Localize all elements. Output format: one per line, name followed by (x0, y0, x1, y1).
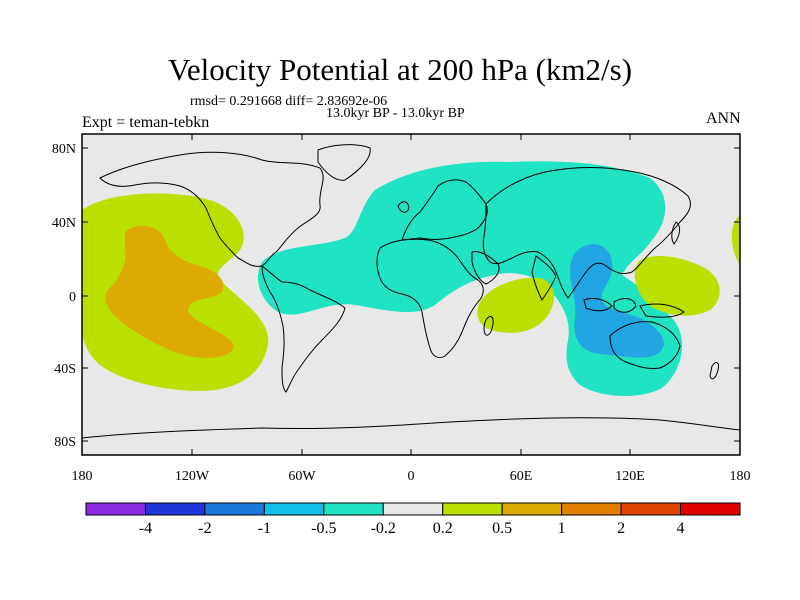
lon-tick-label: 120W (175, 469, 210, 484)
colorbar-label: 2 (617, 520, 625, 537)
lat-tick-label: 0 (69, 290, 76, 305)
contour-region-negative-main (257, 161, 683, 396)
colorbar-label: -1 (258, 520, 271, 537)
colorbar-swatch (263, 502, 325, 516)
colorbar-label: 4 (677, 520, 685, 537)
experiment-label: Expt = teman-tebkn (82, 114, 210, 131)
period-line: 13.0kyr BP - 13.0kyr BP (326, 106, 465, 121)
colorbar-label: 0.2 (433, 520, 453, 537)
coastlines (82, 144, 740, 439)
colorbar-swatch (501, 502, 563, 516)
colorbar-label: -4 (139, 520, 152, 537)
colorbar-swatch (144, 502, 206, 516)
lat-tick-label: 40S (54, 362, 76, 377)
season-label: ANN (706, 110, 741, 127)
lon-tick-label: 180 (730, 469, 751, 484)
lat-tick-label: 40N (52, 216, 76, 231)
lat-tick-label: 80S (54, 435, 76, 450)
colorbar-swatch (85, 502, 146, 516)
colorbar-label: -0.5 (311, 520, 336, 537)
colorbar-swatch (680, 502, 741, 516)
latitude-axis: 80N 40N 0 40S 80S (52, 142, 740, 450)
contour-region-positive-dateline (731, 215, 740, 265)
lon-tick-label: 180 (72, 469, 93, 484)
colorbar-swatch (382, 502, 444, 516)
colorbar-swatch (323, 502, 384, 516)
colorbar-label: -2 (198, 520, 211, 537)
lon-tick-label: 60E (510, 469, 533, 484)
contour-region-positive-pacific-core (105, 225, 234, 358)
lon-tick-label: 0 (408, 469, 415, 484)
lon-tick-label: 60W (288, 469, 316, 484)
contour-region-positive-west-pacific (634, 256, 720, 316)
contour-region-positive-indian (477, 277, 555, 333)
longitude-axis: 180 120W 60W 0 60E 120E 180 (72, 134, 751, 484)
lon-tick-label: 120E (615, 469, 645, 484)
colorbar: -4 -2 -1 -0.5 -0.2 0.2 0.5 1 2 4 (85, 502, 741, 537)
contour-region-negative-core (570, 243, 664, 358)
plot-title: Velocity Potential at 200 hPa (km2/s) (167, 52, 633, 87)
colorbar-swatch (442, 502, 503, 516)
colorbar-label: 0.5 (492, 520, 512, 537)
colorbar-label: 1 (558, 520, 566, 537)
colorbar-swatch (620, 502, 682, 516)
colorbar-label: -0.2 (371, 520, 396, 537)
stats-line: rmsd= 0.291668 diff= 2.83692e-06 (190, 94, 388, 109)
lat-tick-label: 80N (52, 142, 76, 157)
colorbar-swatch (561, 502, 622, 516)
colorbar-swatch (204, 502, 265, 516)
